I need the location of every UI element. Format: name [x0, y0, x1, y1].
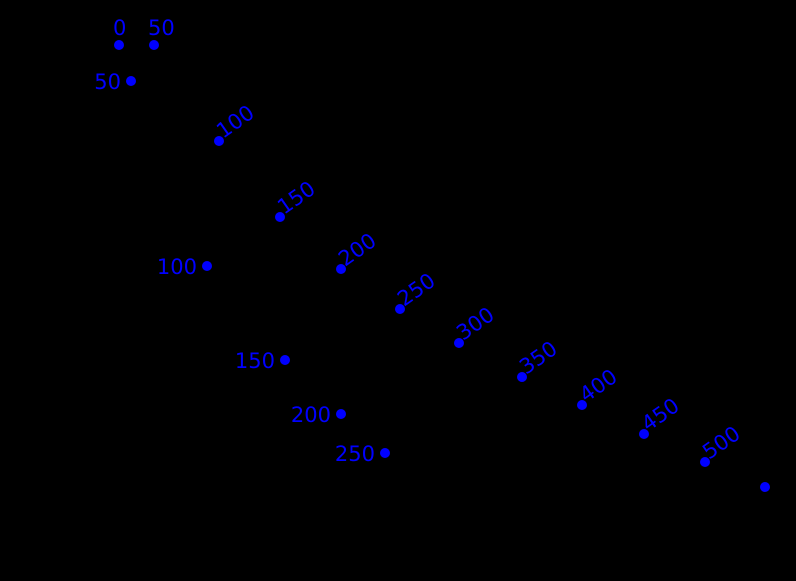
data-point — [395, 304, 405, 314]
data-point — [517, 372, 527, 382]
data-point — [577, 400, 587, 410]
data-point — [275, 212, 285, 222]
point-label: 250 — [335, 442, 375, 466]
data-point — [336, 264, 346, 274]
data-point — [126, 76, 136, 86]
point-label: 50 — [94, 70, 121, 94]
data-point — [700, 457, 710, 467]
data-point — [336, 409, 346, 419]
data-point — [214, 136, 224, 146]
data-point — [380, 448, 390, 458]
point-label: 200 — [291, 403, 331, 427]
data-point — [280, 355, 290, 365]
data-point — [149, 40, 159, 50]
point-label: 0 — [113, 16, 126, 40]
point-label: 50 — [148, 16, 175, 40]
data-point — [454, 338, 464, 348]
data-point — [760, 482, 770, 492]
point-label: 150 — [235, 349, 275, 373]
data-point — [202, 261, 212, 271]
data-point — [639, 429, 649, 439]
data-point — [114, 40, 124, 50]
point-label: 100 — [157, 255, 197, 279]
